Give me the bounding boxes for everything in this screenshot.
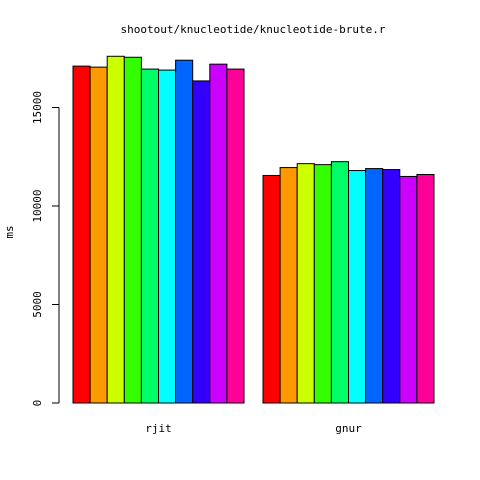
y-tick-label: 5000: [31, 291, 44, 318]
bar-gnur-7: [365, 168, 384, 404]
bar-rjit-4: [123, 56, 142, 404]
bar-rjit-5: [140, 68, 159, 404]
chart-title: shootout/knucleotide/knucleotide-brute.r: [121, 23, 386, 36]
x-category-label-gnur: gnur: [335, 422, 362, 435]
bar-gnur-2: [279, 167, 298, 404]
bar-rjit-3: [106, 55, 125, 404]
y-tick-label: 0: [31, 400, 44, 407]
bar-gnur-5: [330, 161, 349, 404]
bar-rjit-6: [158, 69, 177, 404]
bar-rjit-7: [175, 59, 194, 404]
bar-rjit-9: [209, 63, 228, 404]
y-axis: 0 5000 10000 15000: [31, 91, 60, 407]
bar-rjit-1: [72, 65, 91, 404]
bar-gnur-4: [313, 164, 332, 404]
bar-gnur-6: [348, 170, 367, 404]
bar-gnur-8: [382, 169, 401, 404]
bar-gnur-3: [296, 163, 315, 404]
y-tick-label: 10000: [31, 189, 44, 222]
y-tick-label: 15000: [31, 91, 44, 124]
bar-rjit-10: [226, 68, 245, 404]
bar-gnur-1: [262, 174, 281, 404]
bar-rjit-2: [89, 66, 108, 404]
y-axis-label: ms: [3, 225, 16, 238]
bar-gnur-9: [399, 175, 418, 404]
bar-rjit-8: [192, 80, 211, 404]
bars: [72, 55, 435, 404]
x-axis-labels: rjit gnur: [145, 422, 362, 435]
x-category-label-rjit: rjit: [145, 422, 172, 435]
bar-gnur-10: [416, 173, 435, 404]
